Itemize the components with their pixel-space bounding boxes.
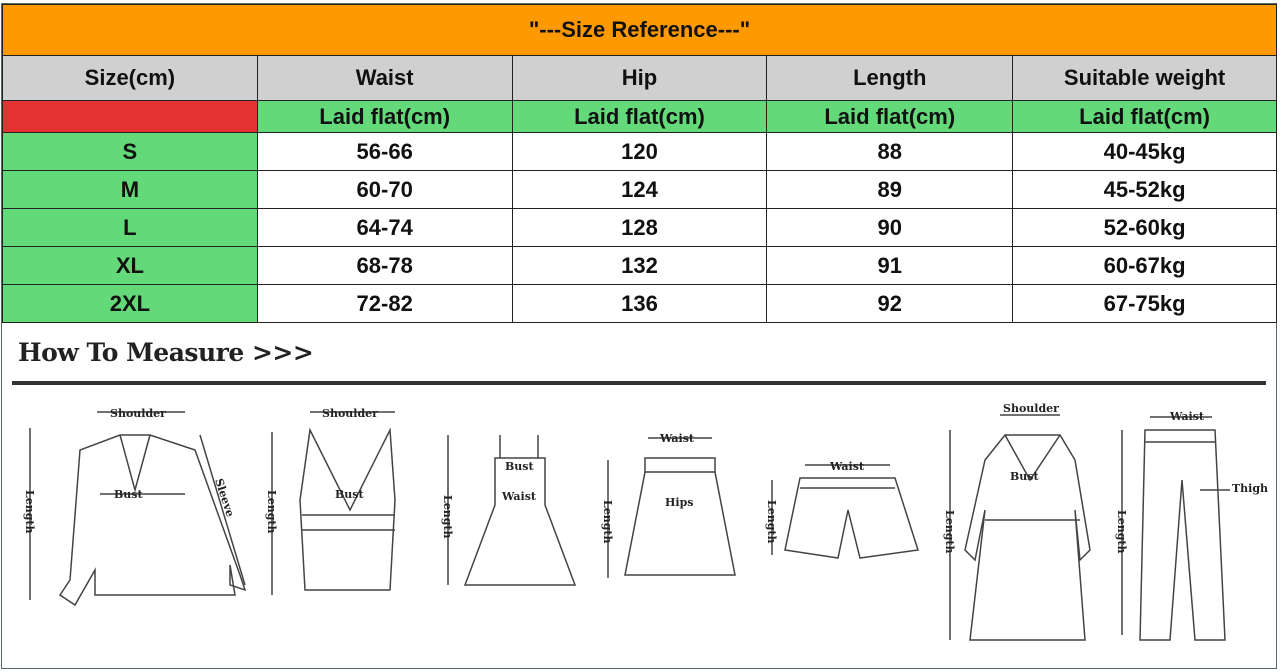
how-to-measure-heading: How To Measure >>> (18, 338, 314, 367)
cell-weight: 45-52kg (1012, 170, 1277, 209)
cell-hip: 128 (511, 208, 768, 247)
sub-header: Laid flat(cm) (766, 100, 1014, 133)
cell-waist: 60-70 (256, 170, 513, 209)
cell-waist: 68-78 (256, 246, 513, 285)
cell-length: 92 (766, 284, 1014, 323)
label-waist: Waist (829, 460, 865, 473)
label-hips: Hips (665, 496, 693, 509)
label-length: Length (23, 490, 36, 534)
cell-weight: 60-67kg (1012, 246, 1277, 285)
sub-header: Laid flat(cm) (1012, 100, 1277, 133)
cell-weight: 52-60kg (1012, 208, 1277, 247)
cell-size: XL (2, 246, 258, 285)
table-row: M 60-70 124 89 45-52kg (2, 170, 1277, 209)
label-bust: Bust (335, 488, 364, 501)
table-row: S 56-66 120 88 40-45kg (2, 132, 1277, 171)
label-bust: Bust (1010, 470, 1039, 483)
cell-length: 90 (766, 208, 1014, 247)
label-length: Length (601, 500, 614, 544)
tank-illustration: Shoulder Bust Length (265, 407, 396, 595)
sub-header-blank (2, 100, 258, 133)
size-chart-frame (1, 3, 1277, 669)
label-length: Length (265, 490, 278, 534)
label-shoulder: Shoulder (322, 407, 378, 420)
label-length: Length (441, 495, 454, 539)
cell-length: 91 (766, 246, 1014, 285)
size-table: "---Size Reference---" Size(cm) Waist Hi… (2, 4, 1277, 323)
trousers-illustration: Waist Thigh Length (1115, 410, 1268, 641)
table-row: L 64-74 128 90 52-60kg (2, 208, 1277, 247)
cell-hip: 136 (511, 284, 768, 323)
label-shoulder: Shoulder (110, 407, 166, 420)
shorts-illustration: Waist Length (765, 460, 919, 559)
header-hip: Hip (511, 55, 768, 101)
label-shoulder: Shoulder (1003, 402, 1059, 415)
cell-hip: 132 (511, 246, 768, 285)
skirt-illustration: Waist Hips Length (601, 432, 736, 578)
cell-length: 89 (766, 170, 1014, 209)
table-row: XL 68-78 132 91 60-67kg (2, 246, 1277, 285)
cell-size: L (2, 208, 258, 247)
sub-header: Laid flat(cm) (256, 100, 513, 133)
label-waist: Waist (501, 490, 537, 503)
cell-waist: 72-82 (256, 284, 513, 323)
label-length: Length (943, 510, 956, 554)
header-waist: Waist (256, 55, 513, 101)
cell-hip: 124 (511, 170, 768, 209)
label-sleeve: Sleeve (212, 477, 237, 519)
cell-waist: 56-66 (256, 132, 513, 171)
cell-weight: 67-75kg (1012, 284, 1277, 323)
header-size: Size(cm) (2, 55, 258, 101)
cell-waist: 64-74 (256, 208, 513, 247)
shirt-illustration: Shoulder Bust Length Sleeve (23, 407, 247, 607)
cell-hip: 120 (511, 132, 768, 171)
divider (12, 381, 1266, 385)
cell-weight: 40-45kg (1012, 132, 1277, 171)
label-length: Length (765, 500, 778, 544)
measurement-illustrations: Shoulder Bust Length Sleeve Shoulder Bus… (23, 402, 1268, 641)
sub-header: Laid flat(cm) (511, 100, 768, 133)
table-title: "---Size Reference---" (2, 4, 1277, 56)
cell-size: S (2, 132, 258, 171)
header-length: Length (766, 55, 1014, 101)
label-bust: Bust (114, 488, 143, 501)
label-length: Length (1115, 510, 1128, 554)
label-waist: Waist (1169, 410, 1205, 423)
label-waist: Waist (659, 432, 695, 445)
header-weight: Suitable weight (1012, 55, 1277, 101)
label-bust: Bust (505, 460, 534, 473)
cell-length: 88 (766, 132, 1014, 171)
cell-size: 2XL (2, 284, 258, 323)
label-thigh: Thigh (1232, 482, 1268, 495)
dress-illustration: Bust Waist Length (441, 435, 577, 586)
coat-illustration: Shoulder Bust Length (943, 402, 1091, 641)
cell-size: M (2, 170, 258, 209)
table-row: 2XL 72-82 136 92 67-75kg (2, 284, 1277, 323)
